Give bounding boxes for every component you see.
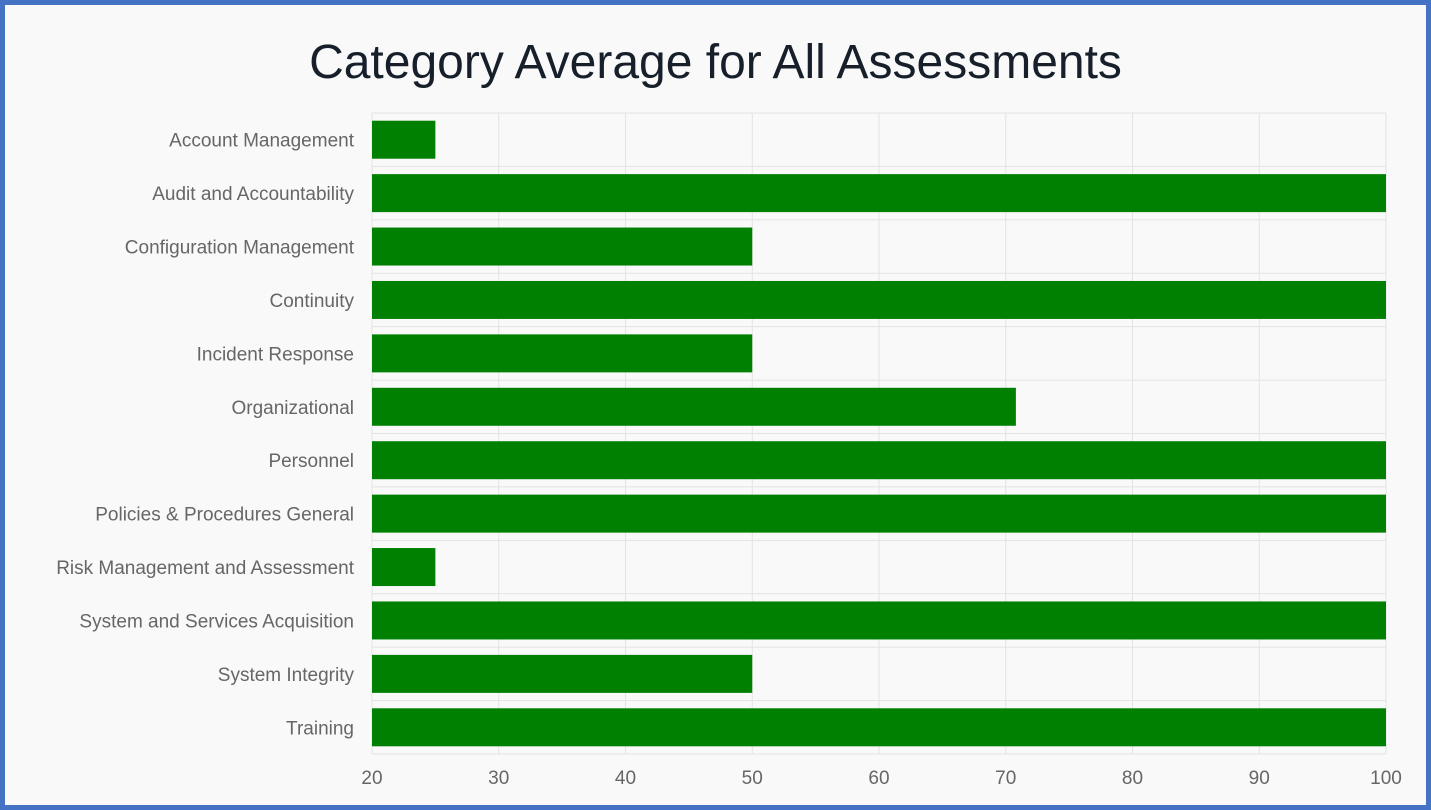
bar <box>372 708 1386 747</box>
x-tick-label: 90 <box>1249 768 1270 789</box>
bar <box>372 441 1386 480</box>
x-tick-label: 80 <box>1122 768 1143 789</box>
bar <box>372 334 753 373</box>
category-label: Risk Management and Assessment <box>56 558 355 579</box>
category-label: Configuration Management <box>125 238 355 259</box>
bar-chart: Account Management Audit and Accountabili… <box>56 112 1402 789</box>
x-tick-label: 30 <box>488 768 509 789</box>
chart-title: Category Average for All Assessments <box>309 36 1122 89</box>
bar <box>372 387 1016 426</box>
bar <box>372 280 1386 319</box>
category-label: Organizational <box>231 398 354 419</box>
category-label: Audit and Accountability <box>152 184 354 205</box>
x-tick-label: 100 <box>1370 768 1402 789</box>
bar <box>372 227 753 266</box>
bar <box>372 120 436 159</box>
x-tick-label: 60 <box>868 768 889 789</box>
bar <box>372 494 1386 533</box>
bar <box>372 174 1386 213</box>
x-tick-label: 40 <box>615 768 636 789</box>
bar <box>372 601 1386 640</box>
bar <box>372 548 436 587</box>
x-tick-label: 20 <box>361 768 382 789</box>
category-label: Training <box>286 718 354 739</box>
category-label: Continuity <box>270 291 355 312</box>
x-tick-label: 70 <box>995 768 1016 789</box>
category-label: System and Services Acquisition <box>79 611 354 632</box>
category-label: System Integrity <box>218 665 355 686</box>
category-label: Personnel <box>268 451 354 472</box>
bar <box>372 654 753 693</box>
category-label: Account Management <box>169 131 355 152</box>
category-label: Incident Response <box>197 344 354 365</box>
category-label: Policies & Procedures General <box>95 505 354 526</box>
x-tick-label: 50 <box>742 768 763 789</box>
